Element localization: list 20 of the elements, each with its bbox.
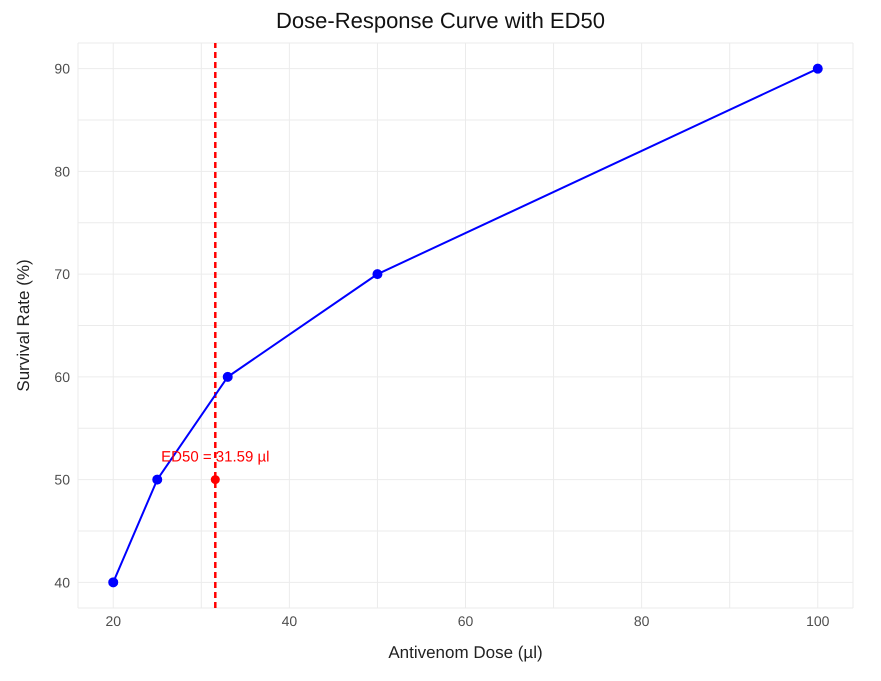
point	[812, 64, 823, 74]
y-tick-label: 50	[54, 472, 70, 488]
x-tick-label: 60	[458, 612, 474, 629]
y-axis-title: Survival Rate (%)	[14, 259, 34, 392]
y-tick-label: 70	[54, 266, 70, 282]
x-tick-label: 40	[282, 612, 298, 629]
x-tick-label: 80	[634, 612, 650, 629]
point	[108, 577, 118, 588]
y-tick-label: 60	[54, 368, 70, 385]
point	[372, 269, 382, 280]
y-tick-label: 40	[54, 574, 70, 590]
y-tick-label: 90	[54, 60, 70, 77]
point	[152, 474, 162, 485]
x-axis-title: Antivenom Dose (µl)	[388, 643, 543, 662]
x-tick-label: 100	[806, 612, 830, 629]
x-tick-label: 20	[105, 612, 122, 629]
chart-title: Dose-Response Curve with ED50	[275, 8, 606, 35]
point	[222, 372, 233, 382]
y-tick-label: 80	[54, 163, 70, 180]
point	[210, 475, 220, 484]
